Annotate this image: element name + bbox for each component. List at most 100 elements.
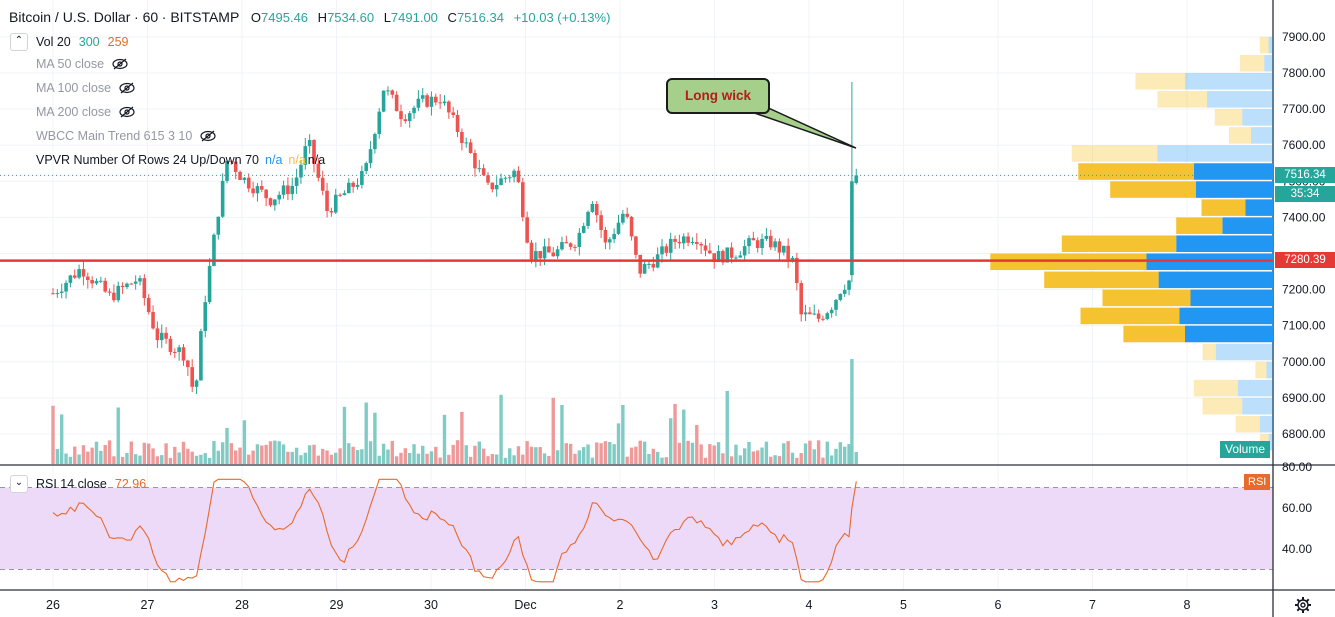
collapse-rsi-button[interactable]: ⌄: [10, 475, 28, 493]
candle-body: [264, 189, 268, 199]
volume-bar: [77, 454, 81, 464]
ma50-legend[interactable]: MA 50 close: [36, 57, 128, 71]
candle-body: [199, 331, 203, 381]
volume-legend[interactable]: ⌃ Vol 20 300 259: [10, 33, 128, 51]
candle-body: [238, 171, 242, 180]
vpvr-legend[interactable]: VPVR Number Of Rows 24 Up/Down 70 n/a n/…: [36, 153, 325, 167]
volume-profile-down-bar: [1202, 397, 1243, 415]
volume-profile-down-bar: [1202, 343, 1216, 361]
candle-body: [560, 242, 564, 250]
candle-body: [573, 246, 577, 248]
volume-bar: [586, 444, 590, 464]
volume-bar: [321, 448, 325, 464]
volume-bar: [542, 453, 547, 464]
volume-profile-down-bar: [1201, 199, 1246, 216]
price-tick-label: 7600.00: [1282, 138, 1326, 152]
candle-body: [581, 225, 586, 233]
long-wick-callout[interactable]: Long wick: [666, 78, 770, 114]
volume-bar: [164, 443, 168, 464]
ohlc-close: C7516.34: [447, 10, 504, 25]
price-tick-label: 7700.00: [1282, 102, 1326, 116]
volume-bar: [329, 454, 334, 464]
volume-bar: [181, 441, 186, 464]
rsi-value: 72.96: [114, 477, 147, 491]
candle-body: [638, 254, 643, 274]
rsi-legend[interactable]: ⌄ RSI 14 close 72.96: [10, 475, 146, 493]
volume-bar: [756, 450, 760, 464]
candle-body: [94, 280, 99, 284]
candle-body: [642, 263, 647, 274]
volume-value-2: 259: [107, 35, 129, 49]
volume-bar: [51, 405, 55, 464]
volume-profile-down-bar: [1110, 181, 1196, 198]
volume-bar: [251, 450, 255, 464]
candle-body: [747, 238, 751, 247]
volume-bar: [734, 444, 738, 464]
volume-profile-up-bar: [1268, 36, 1273, 54]
volume-profile-down-bar: [1123, 325, 1185, 343]
volume-bar: [577, 450, 582, 464]
rsi-tick-label: 40.00: [1282, 542, 1312, 556]
candle-body: [146, 298, 151, 313]
volume-bar: [247, 454, 251, 464]
volume-bar: [486, 456, 490, 464]
gear-icon[interactable]: [1294, 596, 1312, 614]
volume-bar: [334, 452, 338, 464]
candle-body: [159, 332, 164, 341]
candle-body: [847, 280, 851, 290]
candle-body: [81, 269, 86, 277]
hidden-eye-icon[interactable]: [119, 82, 135, 94]
collapse-legend-button[interactable]: ⌃: [10, 33, 28, 51]
interval-label[interactable]: 60: [142, 9, 159, 25]
volume-profile-up-bar: [1179, 307, 1273, 325]
volume-bar: [60, 414, 64, 464]
volume-bar: [521, 454, 525, 464]
volume-bar: [582, 447, 586, 464]
volume-bar: [460, 411, 464, 464]
ohlc-low: L7491.00: [383, 10, 438, 25]
volume-bar: [529, 446, 534, 464]
volume-bar: [843, 446, 847, 464]
volume-bar: [390, 440, 394, 464]
volume-bar: [834, 448, 838, 464]
candle-body: [854, 175, 859, 183]
volume-bar: [99, 450, 103, 464]
ma200-legend[interactable]: MA 200 close: [36, 105, 135, 119]
volume-bar: [477, 441, 481, 464]
volume-profile-up-bar: [1207, 91, 1273, 108]
volume-bar: [568, 443, 573, 464]
hidden-eye-icon[interactable]: [119, 106, 135, 118]
volume-profile-up-bar: [1242, 109, 1273, 126]
candle-body: [490, 182, 495, 190]
volume-bar: [412, 444, 416, 464]
volume-bar: [381, 443, 386, 464]
volume-bar: [547, 455, 551, 464]
volume-bar: [138, 455, 142, 464]
volume-bar: [194, 455, 199, 464]
candle-body: [681, 236, 686, 244]
hidden-eye-icon[interactable]: [200, 130, 216, 142]
symbol-name[interactable]: Bitcoin / U.S. Dollar: [9, 9, 131, 25]
volume-bar: [360, 449, 364, 464]
candle-body: [438, 102, 442, 104]
candle-body: [316, 163, 321, 178]
vpvr-label: VPVR Number Of Rows 24 Up/Down 70: [36, 153, 260, 167]
candle-body: [647, 263, 651, 265]
vpvr-value-total: n/a: [307, 153, 326, 167]
volume-bar: [516, 446, 521, 464]
wbcc-legend[interactable]: WBCC Main Trend 615 3 10: [36, 129, 216, 143]
candle-body: [181, 347, 186, 361]
wbcc-label: WBCC Main Trend 615 3 10: [36, 129, 193, 143]
candle-body: [420, 95, 425, 99]
candle-body: [738, 255, 743, 258]
volume-bar: [534, 447, 538, 464]
main-pane: [0, 0, 1273, 464]
volume-bar: [854, 452, 858, 464]
horizontal-line-price-tag: 7280.39: [1275, 252, 1335, 268]
volume-bar: [451, 444, 455, 464]
volume-bar: [686, 440, 690, 464]
hidden-eye-icon[interactable]: [112, 58, 128, 70]
volume-bar: [55, 448, 60, 464]
ma100-legend[interactable]: MA 100 close: [36, 81, 135, 95]
